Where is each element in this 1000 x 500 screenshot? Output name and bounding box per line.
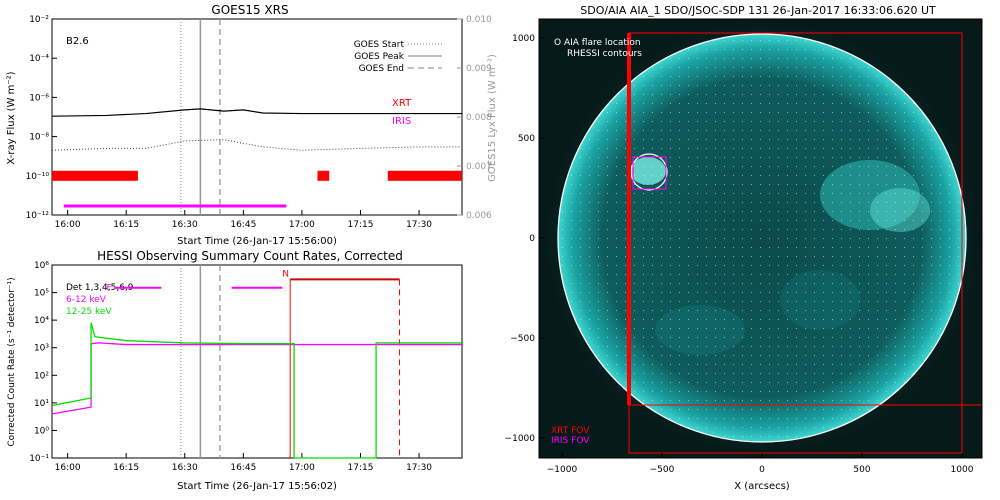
hessi-legend-label: 12-25 keV [66,307,112,317]
goes-y-tick-label: 10⁻² [29,15,49,25]
hessi-x-tick-label: 16:30 [172,463,198,473]
aia-y-tick-label: 500 [518,134,535,144]
hessi-y-tick-label: 10³ [34,344,49,354]
aia-legend-rhessi: RHESSI contours [567,49,642,59]
aia-xlabel: X (arcsecs) [734,481,790,492]
aia-legend-flare: O AIA flare location [554,38,641,48]
hessi-y-tick-label: 10⁶ [34,261,49,271]
goes-x-tick-label: 17:15 [348,220,374,230]
aia-x-ticks: −1000 −500 0 500 1000 [547,453,974,475]
hessi-frame [51,264,463,459]
solar-limb [557,33,967,443]
aia-x-tick-label: 0 [759,465,765,475]
hessi-x-ticks: 16:00 16:15 16:30 16:45 17:00 17:15 17:30 [55,453,432,473]
goes-y-tick-label: 10⁻⁸ [29,133,49,143]
hessi-x-tick-label: 16:15 [113,463,139,473]
hessi-series-line [51,342,462,415]
hessi-x-tick-label: 16:00 [55,463,81,473]
goes-legend-label: GOES Start [354,40,405,50]
hessi-x-tick-label: 16:45 [230,463,256,473]
goes-plot-area [51,19,462,215]
goes-xrt-interval [317,170,330,181]
aia-y-tick-label: 0 [529,234,535,244]
goes-x-tick-label: 16:30 [172,220,198,230]
goes-series-line [51,139,462,151]
solar-surface-features [558,34,966,442]
goes-x-tick-label: 16:45 [230,220,256,230]
hessi-y-tick-label: 10¹ [34,399,49,409]
lat-lon-grid [558,34,966,442]
goes-right-y-tick-label: 0.009 [466,64,492,74]
aia-panel: SDO/AIA AIA_1 SDO/JSOC-SDP 131 26-Jan-20… [505,4,984,492]
hessi-y-tick-label: 10⁵ [34,289,49,299]
goes-instrument-label: IRIS [392,116,411,127]
hessi-x-tick-label: 17:00 [289,463,315,473]
hessi-x-tick-label: 17:30 [406,463,432,473]
goes-xlabel: Start Time (26-Jan-17 15:56:00) [177,236,337,247]
hessi-y-tick-label: 10⁻¹ [29,454,49,464]
goes-legend: GOES Start GOES Peak GOES End [354,40,442,74]
hessi-x-tick-label: 17:15 [348,463,374,473]
aia-y-ticks: 1000 500 0 −500 −1000 [505,34,544,444]
goes-ylabel: X-ray Flux (W m⁻²) [6,71,17,164]
goes-y-tick-label: 10⁻⁴ [29,54,49,64]
goes-title: GOES15 XRS [211,3,288,17]
hessi-legend-label: Det 1,3,4,5,6,9 [66,283,134,293]
goes-y-tick-label: 10⁻⁶ [29,93,49,103]
goes-ylabel-right: GOES15 Lyx Flux (W m⁻²) [487,54,498,182]
hessi-title: HESSI Observing Summary Count Rates, Cor… [97,249,403,263]
hessi-flare-flag-label: F [106,284,111,294]
aia-x-tick-label: −500 [650,465,675,475]
hessi-night-flag-label: N [282,269,289,279]
hessi-panel: HESSI Observing Summary Count Rates, Cor… [7,249,463,492]
aia-y-tick-label: 1000 [512,34,535,44]
goes-y-tick-label: 10⁻¹⁰ [26,172,50,182]
goes-y-tick-label: 10⁻¹² [26,211,50,221]
aia-iris-fov-label: IRIS FOV [551,436,590,446]
goes-right-y-ticks: 0.010 0.009 0.008 0.007 0.006 [457,15,492,221]
hessi-y-tick-label: 10² [34,371,49,381]
aia-x-tick-label: 1000 [951,465,974,475]
iris-fov-box [632,156,667,190]
hessi-ylabel: Corrected Count Rate (s⁻¹ detector⁻¹) [7,277,17,446]
aia-y-tick-label: −1000 [505,434,536,444]
hessi-legend: Det 1,3,4,5,6,9 6-12 keV 12-25 keV [66,283,134,317]
hessi-legend-label: 6-12 keV [66,295,107,305]
hessi-plot-area: NF [51,265,462,459]
goes-instrument-labels: XRT IRIS [392,98,412,127]
hessi-y-ticks: 10⁶ 10⁵ 10⁴ 10³ 10² 10¹ 10⁰ 10⁻¹ [29,261,57,464]
hessi-series-line [51,322,462,459]
goes-class-label: B2.6 [66,36,89,47]
aia-x-tick-label: −1000 [547,465,578,475]
goes-series-line [51,108,462,117]
goes-x-ticks: 16:00 16:15 16:30 16:45 17:00 17:15 17:30 [55,210,432,230]
goes-x-tick-label: 17:30 [406,220,432,230]
goes-instrument-label: XRT [392,98,412,109]
aia-xrt-fov-label: XRT FOV [551,426,590,436]
aia-y-tick-label: −500 [510,334,535,344]
goes-xrt-interval [387,170,462,181]
goes-y-ticks: 10⁻² 10⁻⁴ 10⁻⁶ 10⁻⁸ 10⁻¹⁰ 10⁻¹² [26,15,57,221]
goes-legend-label: GOES End [359,64,404,74]
hessi-xlabel: Start Time (26-Jan-17 15:56:02) [177,481,337,492]
hessi-y-tick-label: 10⁰ [34,426,49,436]
goes-x-tick-label: 16:00 [55,220,81,230]
aia-x-tick-label: 500 [853,465,870,475]
goes-right-y-tick-label: 0.007 [466,162,492,172]
hessi-y-tick-label: 10⁴ [34,316,49,326]
goes-right-y-tick-label: 0.010 [466,15,492,25]
goes-x-tick-label: 17:00 [289,220,315,230]
goes-xrt-interval [52,170,138,181]
goes-right-y-tick-label: 0.008 [466,113,492,123]
aia-title: SDO/AIA AIA_1 SDO/JSOC-SDP 131 26-Jan-20… [580,4,936,17]
goes-legend-label: GOES Peak [354,52,404,62]
goes-right-y-tick-label: 0.006 [466,211,492,221]
goes-x-tick-label: 16:15 [113,220,139,230]
